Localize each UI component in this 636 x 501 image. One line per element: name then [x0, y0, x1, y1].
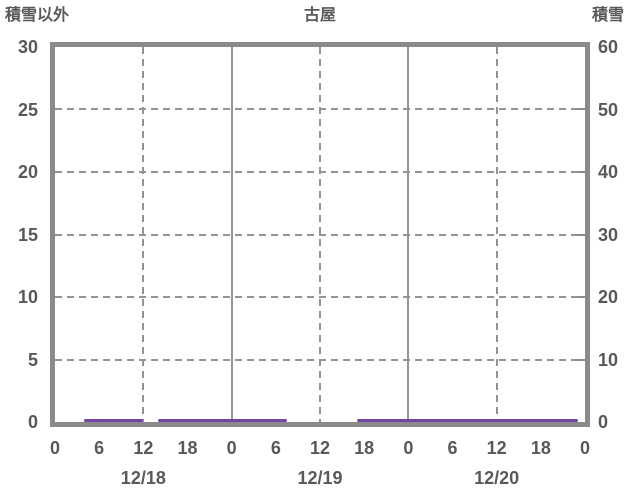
- x-axis-hour-label: 0: [579, 438, 591, 458]
- vertical-gridline-solid: [407, 47, 410, 422]
- right-axis-tick-label: 20: [598, 287, 619, 307]
- left-axis-tick-label: 5: [27, 349, 38, 370]
- right-axis-tick-mark: [578, 108, 585, 111]
- right-axis-tick-mark: [578, 170, 585, 173]
- vertical-gridline-solid: [230, 47, 233, 422]
- vertical-gridline-dashed: [142, 47, 145, 422]
- plot-area: [55, 47, 585, 422]
- x-axis-date-label: 12/18: [120, 468, 166, 488]
- x-axis-hour-label: 12: [309, 438, 331, 458]
- x-axis-hour-labels: 0 6 12 18 0 6 12 18 0 6 12 18 0: [50, 437, 590, 459]
- left-axis-tick-label: 0: [27, 412, 38, 432]
- left-axis-title: 積雪以外: [5, 7, 70, 24]
- vertical-gridline-dashed: [319, 47, 321, 422]
- right-axis-tick-label: 60: [598, 37, 619, 57]
- vertical-gridline-dashed: [495, 47, 498, 422]
- left-axis-tick-label: 20: [17, 162, 38, 182]
- right-axis-tick-mark: [578, 295, 585, 298]
- right-axis-tick-label: 30: [598, 224, 619, 245]
- chart-title: 古屋: [303, 7, 336, 24]
- left-axis-tick-label: 25: [17, 99, 38, 120]
- x-axis-hour-label: 12: [133, 438, 154, 458]
- x-axis-hour-label: 18: [354, 438, 375, 458]
- x-axis-hour-label: 6: [447, 438, 458, 458]
- left-axis-tick-label: 15: [17, 224, 38, 245]
- right-axis-tick-mark: [578, 358, 585, 361]
- right-axis-tick-label: 10: [598, 349, 619, 370]
- left-axis-tick-labels: 30 25 20 15 10 5 0: [0, 38, 38, 431]
- x-axis-hour-label: 0: [403, 438, 414, 458]
- x-axis-hour-label: 18: [177, 438, 198, 458]
- x-axis-date-label: 12/20: [474, 468, 520, 488]
- right-axis-tick-labels: 60 50 40 30 20 10 0: [598, 38, 636, 431]
- x-axis-hour-label: 6: [94, 438, 105, 458]
- x-axis-date-labels: 12/18 12/19 12/20: [55, 467, 585, 489]
- data-line-segment: [356, 419, 578, 422]
- x-axis-hour-label: 6: [270, 438, 281, 458]
- right-axis-tick-label: 0: [598, 412, 609, 432]
- left-axis-tick-label: 30: [17, 37, 38, 57]
- x-axis-hour-label: 0: [226, 438, 237, 458]
- x-axis-hour-label: 18: [530, 438, 551, 458]
- data-line-segment: [158, 419, 287, 422]
- right-axis-tick-label: 40: [598, 162, 619, 182]
- right-axis-tick-label: 50: [598, 99, 619, 120]
- plot-frame: [50, 42, 590, 427]
- x-axis-date-label: 12/19: [297, 468, 343, 488]
- left-axis-tick-label: 10: [17, 287, 38, 307]
- right-axis-title: 積雪: [591, 7, 624, 24]
- x-axis-hour-label: 0: [49, 438, 61, 458]
- data-line-segment: [84, 419, 144, 422]
- x-axis-hour-label: 12: [486, 438, 507, 458]
- right-axis-tick-mark: [578, 233, 585, 236]
